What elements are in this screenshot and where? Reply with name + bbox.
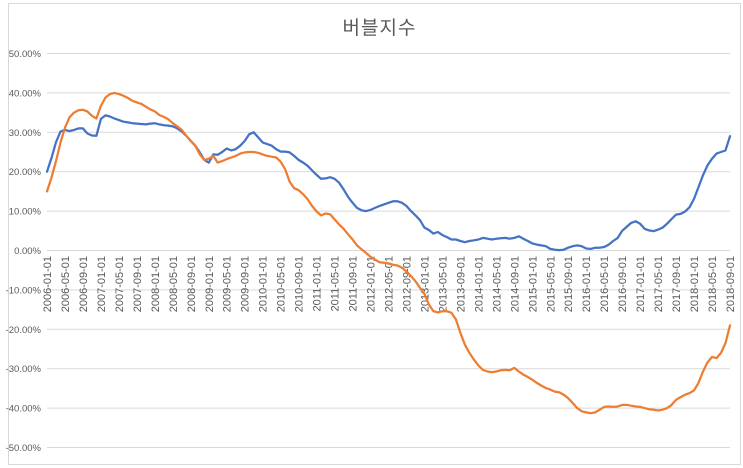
x-axis-tick-label: 2015-05-01 (545, 256, 557, 312)
y-axis-tick-label: -10.00% (6, 285, 42, 296)
x-axis-tick-label: 2010-05-01 (276, 256, 288, 312)
x-axis-tick-label: 2016-01-01 (581, 256, 593, 312)
x-axis-tick-label: 2011-05-01 (330, 256, 342, 311)
x-axis-tick-label: 2018-09-01 (725, 256, 737, 312)
series-line-orange[interactable] (45, 91, 732, 415)
x-axis-tick-label: 2017-09-01 (671, 256, 683, 312)
x-axis-tick-label: 2009-05-01 (222, 256, 234, 312)
y-axis-tick-label: -30.00% (6, 364, 42, 375)
x-axis-tick-label: 2014-09-01 (509, 256, 521, 312)
y-axis-tick-label: -20.00% (6, 325, 42, 336)
x-axis-tick-label: 2008-05-01 (168, 256, 180, 312)
y-axis-tick-label: 30.00% (9, 128, 42, 139)
x-axis-tick-label: 2017-05-01 (653, 256, 665, 312)
x-axis-tick-label: 2010-09-01 (294, 256, 306, 312)
x-axis-tick-label: 2006-05-01 (60, 256, 72, 312)
x-axis-tick-label: 2006-09-01 (78, 256, 90, 312)
x-axis-tick-label: 2018-01-01 (689, 256, 701, 312)
x-axis-tick-label: 2016-09-01 (617, 256, 629, 312)
x-axis-tick-label: 2012-09-01 (401, 256, 413, 312)
x-axis-tick-label: 2011-01-01 (312, 256, 324, 311)
x-axis-tick-label: 2017-01-01 (635, 256, 647, 312)
y-axis-tick-label: -50.00% (6, 443, 42, 454)
x-axis-tick-label: 2007-09-01 (132, 256, 144, 312)
chart-area-border (8, 3, 741, 465)
x-axis-tick-label: 2016-05-01 (599, 256, 611, 312)
y-axis-tick-label: 0.00% (14, 246, 41, 257)
y-axis-tick-label: 50.00% (9, 49, 42, 60)
series-line-blue[interactable] (45, 114, 732, 252)
x-axis-tick-label: 2006-01-01 (42, 256, 54, 312)
x-axis-tick-label: 2013-01-01 (419, 256, 431, 312)
x-axis-tick-label: 2009-09-01 (240, 256, 252, 312)
x-axis-tick-label: 2008-09-01 (186, 256, 198, 312)
y-axis-tick-label: 40.00% (9, 88, 42, 99)
x-axis-tick-label: 2008-01-01 (150, 256, 162, 312)
y-axis-tick-label: 10.00% (9, 207, 42, 218)
x-axis-tick-label: 2007-01-01 (96, 256, 108, 312)
x-axis-tick-label: 2013-05-01 (437, 256, 449, 312)
x-axis-tick-label: 2010-01-01 (258, 256, 270, 312)
y-axis-tick-label: -40.00% (6, 404, 42, 415)
x-axis-tick-label: 2014-05-01 (491, 256, 503, 312)
x-axis-tick-label: 2007-05-01 (114, 256, 126, 312)
x-axis-tick-label: 2015-09-01 (563, 256, 575, 312)
x-axis-tick-label: 2014-01-01 (473, 256, 485, 312)
x-axis-tick-label: 2018-05-01 (707, 256, 719, 312)
x-axis-tick-label: 2013-09-01 (455, 256, 467, 312)
x-axis-tick-label: 2015-01-01 (527, 256, 539, 312)
chart-title[interactable]: 버블지수 (342, 18, 417, 39)
y-axis-tick-label: 20.00% (9, 167, 42, 178)
x-axis-tick-label: 2011-09-01 (348, 256, 360, 311)
x-axis-tick-label: 2009-01-01 (204, 256, 216, 312)
x-axis-tick-label: 2012-05-01 (383, 256, 395, 312)
x-axis-tick-label: 2012-01-01 (366, 256, 378, 312)
